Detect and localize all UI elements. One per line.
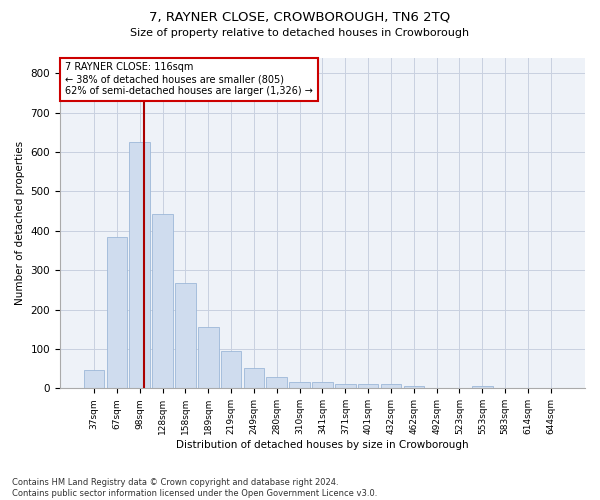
Text: 7 RAYNER CLOSE: 116sqm
← 38% of detached houses are smaller (805)
62% of semi-de: 7 RAYNER CLOSE: 116sqm ← 38% of detached… <box>65 62 313 96</box>
Bar <box>84 370 104 388</box>
Bar <box>107 238 127 388</box>
Bar <box>175 283 196 389</box>
Y-axis label: Number of detached properties: Number of detached properties <box>15 141 25 305</box>
Text: Size of property relative to detached houses in Crowborough: Size of property relative to detached ho… <box>130 28 470 38</box>
Bar <box>244 368 264 388</box>
Bar <box>266 378 287 388</box>
Bar <box>289 382 310 388</box>
Bar <box>221 350 241 389</box>
Text: Contains HM Land Registry data © Crown copyright and database right 2024.
Contai: Contains HM Land Registry data © Crown c… <box>12 478 377 498</box>
Bar <box>335 384 356 388</box>
Text: 7, RAYNER CLOSE, CROWBOROUGH, TN6 2TQ: 7, RAYNER CLOSE, CROWBOROUGH, TN6 2TQ <box>149 10 451 23</box>
Bar <box>404 386 424 388</box>
X-axis label: Distribution of detached houses by size in Crowborough: Distribution of detached houses by size … <box>176 440 469 450</box>
Bar <box>312 382 333 388</box>
Bar <box>152 214 173 388</box>
Bar <box>130 142 150 388</box>
Bar <box>380 384 401 388</box>
Bar <box>472 386 493 388</box>
Bar <box>198 328 218 388</box>
Bar <box>358 384 379 388</box>
